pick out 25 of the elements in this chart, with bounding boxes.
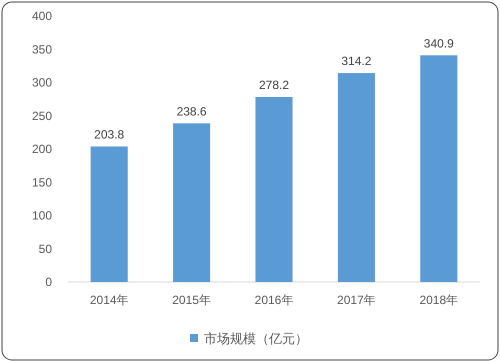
y-tick-label: 100 [32,208,52,222]
x-tick-label: 2014年 [90,293,129,307]
y-tick-label: 250 [32,108,52,123]
data-label: 203.8 [94,127,125,142]
x-tick-label: 2017年 [337,293,376,307]
y-tick-label: 350 [32,42,52,56]
bar [338,73,375,282]
y-tick-label: 300 [32,76,52,90]
y-tick-label: 50 [38,242,52,256]
data-label: 238.6 [176,104,207,118]
y-tick-label: 200 [32,142,52,156]
y-tick-label: 400 [32,9,52,23]
x-tick-label: 2015年 [172,293,211,307]
data-label: 314.2 [341,54,372,68]
data-label: 278.2 [258,78,290,92]
legend-label: 市场规模（亿元） [204,331,308,346]
bar [255,96,293,282]
x-tick-label: 2016年 [254,293,294,307]
y-tick-label: 150 [32,175,52,190]
bar [90,146,128,282]
bar [420,55,458,282]
bar [173,123,210,282]
y-tick-label: 0 [45,275,52,289]
x-tick-label: 2018年 [419,293,458,307]
data-label: 340.9 [424,36,454,50]
